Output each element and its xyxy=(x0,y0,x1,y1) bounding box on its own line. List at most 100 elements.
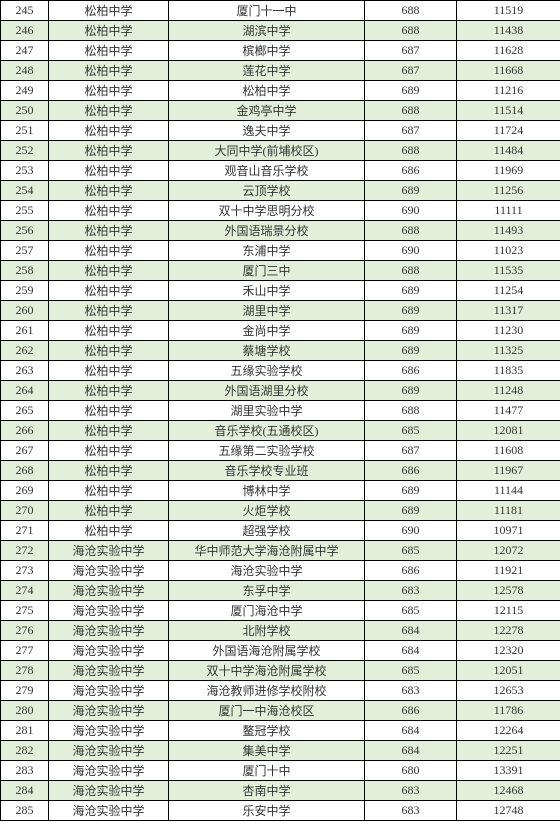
cell-c1: 285 xyxy=(1,801,49,821)
cell-c5: 12468 xyxy=(457,781,560,801)
cell-c5: 11608 xyxy=(457,441,560,461)
cell-c5: 11317 xyxy=(457,301,560,321)
table-row: 245松柏中学厦门十一中68811519 xyxy=(1,1,560,21)
cell-c3: 观音山音乐学校 xyxy=(169,161,365,181)
cell-c5: 10971 xyxy=(457,521,560,541)
cell-c2: 松柏中学 xyxy=(49,361,169,381)
cell-c2: 松柏中学 xyxy=(49,401,169,421)
table-row: 280海沧实验中学厦门一中海沧校区68611786 xyxy=(1,701,560,721)
cell-c4: 690 xyxy=(365,201,457,221)
cell-c2: 松柏中学 xyxy=(49,501,169,521)
table-row: 247松柏中学槟榔中学68711628 xyxy=(1,41,560,61)
cell-c4: 685 xyxy=(365,421,457,441)
cell-c1: 262 xyxy=(1,341,49,361)
cell-c4: 688 xyxy=(365,101,457,121)
table-row: 252松柏中学大同中学(前埔校区)68811484 xyxy=(1,141,560,161)
cell-c1: 260 xyxy=(1,301,49,321)
table-row: 281海沧实验中学鳌冠学校68412264 xyxy=(1,721,560,741)
cell-c2: 松柏中学 xyxy=(49,421,169,441)
cell-c1: 253 xyxy=(1,161,49,181)
cell-c4: 684 xyxy=(365,621,457,641)
table-row: 278海沧实验中学双十中学海沧附属学校68512051 xyxy=(1,661,560,681)
cell-c3: 湖里实验中学 xyxy=(169,401,365,421)
cell-c2: 松柏中学 xyxy=(49,261,169,281)
cell-c1: 261 xyxy=(1,321,49,341)
cell-c5: 11519 xyxy=(457,1,560,21)
table-row: 282海沧实验中学集美中学68412251 xyxy=(1,741,560,761)
cell-c2: 松柏中学 xyxy=(49,481,169,501)
cell-c1: 252 xyxy=(1,141,49,161)
cell-c1: 274 xyxy=(1,581,49,601)
cell-c1: 249 xyxy=(1,81,49,101)
cell-c3: 云顶学校 xyxy=(169,181,365,201)
cell-c3: 槟榔中学 xyxy=(169,41,365,61)
cell-c2: 海沧实验中学 xyxy=(49,541,169,561)
cell-c4: 684 xyxy=(365,741,457,761)
cell-c5: 11835 xyxy=(457,361,560,381)
cell-c5: 12278 xyxy=(457,621,560,641)
cell-c4: 688 xyxy=(365,21,457,41)
cell-c2: 松柏中学 xyxy=(49,301,169,321)
cell-c4: 689 xyxy=(365,481,457,501)
cell-c3: 北附学校 xyxy=(169,621,365,641)
cell-c1: 251 xyxy=(1,121,49,141)
table-row: 283海沧实验中学厦门十中68013391 xyxy=(1,761,560,781)
cell-c3: 东孚中学 xyxy=(169,581,365,601)
cell-c2: 松柏中学 xyxy=(49,201,169,221)
cell-c1: 284 xyxy=(1,781,49,801)
cell-c3: 逸夫中学 xyxy=(169,121,365,141)
table-row: 276海沧实验中学北附学校68412278 xyxy=(1,621,560,641)
cell-c5: 12264 xyxy=(457,721,560,741)
table-row: 256松柏中学外国语瑞景分校68811493 xyxy=(1,221,560,241)
cell-c2: 松柏中学 xyxy=(49,61,169,81)
cell-c2: 海沧实验中学 xyxy=(49,781,169,801)
cell-c1: 255 xyxy=(1,201,49,221)
cell-c4: 684 xyxy=(365,721,457,741)
cell-c5: 11628 xyxy=(457,41,560,61)
table-row: 272海沧实验中学华中师范大学海沧附属中学68512072 xyxy=(1,541,560,561)
cell-c5: 11493 xyxy=(457,221,560,241)
cell-c4: 686 xyxy=(365,361,457,381)
cell-c4: 685 xyxy=(365,661,457,681)
cell-c1: 248 xyxy=(1,61,49,81)
table-row: 259松柏中学禾山中学68911254 xyxy=(1,281,560,301)
cell-c3: 大同中学(前埔校区) xyxy=(169,141,365,161)
cell-c1: 264 xyxy=(1,381,49,401)
table-row: 264松柏中学外国语湖里分校68911248 xyxy=(1,381,560,401)
cell-c1: 257 xyxy=(1,241,49,261)
cell-c5: 11786 xyxy=(457,701,560,721)
cell-c2: 海沧实验中学 xyxy=(49,801,169,821)
cell-c3: 集美中学 xyxy=(169,741,365,761)
cell-c1: 270 xyxy=(1,501,49,521)
cell-c1: 268 xyxy=(1,461,49,481)
data-table: 245松柏中学厦门十一中68811519246松柏中学湖滨中学688114382… xyxy=(0,0,560,821)
cell-c4: 680 xyxy=(365,761,457,781)
cell-c4: 687 xyxy=(365,41,457,61)
cell-c1: 254 xyxy=(1,181,49,201)
cell-c2: 松柏中学 xyxy=(49,441,169,461)
cell-c3: 超强学校 xyxy=(169,521,365,541)
cell-c3: 火炬学校 xyxy=(169,501,365,521)
cell-c4: 690 xyxy=(365,521,457,541)
cell-c1: 279 xyxy=(1,681,49,701)
cell-c5: 12072 xyxy=(457,541,560,561)
cell-c4: 690 xyxy=(365,241,457,261)
table-row: 269松柏中学博林中学68911144 xyxy=(1,481,560,501)
cell-c2: 海沧实验中学 xyxy=(49,701,169,721)
cell-c2: 松柏中学 xyxy=(49,241,169,261)
table-row: 263松柏中学五缘实验学校68611835 xyxy=(1,361,560,381)
cell-c4: 686 xyxy=(365,701,457,721)
cell-c5: 11535 xyxy=(457,261,560,281)
cell-c4: 688 xyxy=(365,1,457,21)
cell-c3: 厦门一中海沧校区 xyxy=(169,701,365,721)
cell-c1: 258 xyxy=(1,261,49,281)
cell-c1: 245 xyxy=(1,1,49,21)
cell-c3: 金鸡亭中学 xyxy=(169,101,365,121)
cell-c2: 松柏中学 xyxy=(49,41,169,61)
table-row: 274海沧实验中学东孚中学68312578 xyxy=(1,581,560,601)
cell-c3: 湖滨中学 xyxy=(169,21,365,41)
table-row: 273海沧实验中学海沧实验中学68611921 xyxy=(1,561,560,581)
cell-c1: 272 xyxy=(1,541,49,561)
cell-c5: 11724 xyxy=(457,121,560,141)
table-row: 261松柏中学金尚中学68911230 xyxy=(1,321,560,341)
